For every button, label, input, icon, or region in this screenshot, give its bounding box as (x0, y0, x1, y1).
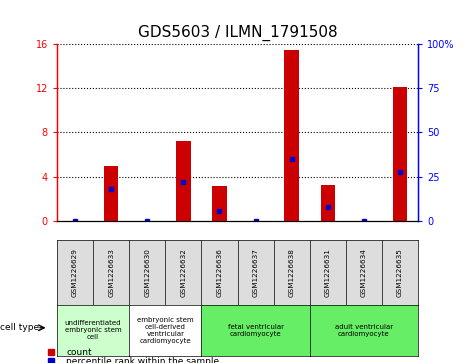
Text: adult ventricular
cardiomyocyte: adult ventricular cardiomyocyte (335, 324, 393, 337)
Text: GSM1226629: GSM1226629 (72, 248, 78, 297)
Bar (393, 87, 407, 221)
Text: percentile rank within the sample: percentile rank within the sample (66, 357, 219, 363)
Text: undifferentiated
embryonic stem
cell: undifferentiated embryonic stem cell (65, 320, 122, 340)
Text: GSM1226633: GSM1226633 (108, 248, 114, 297)
Title: GDS5603 / ILMN_1791508: GDS5603 / ILMN_1791508 (138, 25, 337, 41)
Bar (104, 166, 118, 221)
Text: cell type: cell type (0, 323, 39, 332)
Text: GSM1226637: GSM1226637 (253, 248, 258, 297)
Text: GSM1226635: GSM1226635 (397, 248, 403, 297)
Text: fetal ventricular
cardiomyocyte: fetal ventricular cardiomyocyte (228, 324, 284, 337)
Bar (321, 185, 335, 221)
Text: GSM1226638: GSM1226638 (289, 248, 294, 297)
Bar (176, 141, 190, 221)
Text: GSM1226634: GSM1226634 (361, 248, 367, 297)
Text: embryonic stem
cell-derived
ventricular
cardiomyocyte: embryonic stem cell-derived ventricular … (137, 317, 194, 344)
Text: GSM1226632: GSM1226632 (180, 248, 186, 297)
Text: GSM1226631: GSM1226631 (325, 248, 331, 297)
Bar (212, 186, 227, 221)
Text: count: count (66, 348, 92, 357)
Text: GSM1226636: GSM1226636 (217, 248, 222, 297)
Bar (285, 50, 299, 221)
Text: GSM1226630: GSM1226630 (144, 248, 150, 297)
